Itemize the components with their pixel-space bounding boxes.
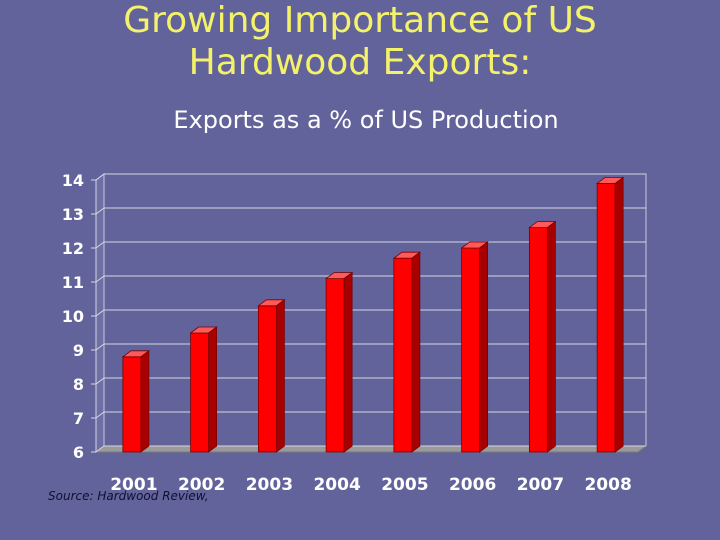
x-tick-label: 2006 — [449, 475, 496, 495]
x-tick-label: 2003 — [246, 475, 293, 495]
bar-side — [275, 298, 285, 453]
plot-area — [94, 173, 648, 453]
x-tick-label: 2008 — [584, 475, 631, 495]
gridline — [95, 241, 646, 249]
y-tick-label: 14 — [62, 171, 84, 190]
title-line-1: Growing Importance of US — [123, 0, 597, 41]
x-axis-ticks: 2001 2002 2003 2004 2005 2006 2007 2008 — [110, 475, 632, 495]
x-tick-label: 2002 — [178, 475, 225, 495]
bar-side — [546, 220, 556, 453]
y-tick-label: 10 — [62, 307, 84, 326]
bar-side — [343, 271, 353, 453]
bar — [460, 241, 489, 453]
bar-front — [393, 257, 413, 453]
bar-front — [122, 356, 142, 453]
source-note: Source: Hardwood Review, — [48, 489, 209, 503]
bar-side — [411, 251, 421, 453]
gridline — [95, 173, 646, 181]
bar — [121, 349, 151, 453]
y-tick-label: 8 — [73, 375, 84, 394]
y-tick-label: 9 — [73, 341, 84, 360]
bar-front — [461, 247, 481, 453]
bar-front — [257, 305, 277, 453]
x-tick-label: 2007 — [517, 475, 564, 495]
bar — [189, 326, 218, 453]
bar-side — [614, 176, 624, 453]
y-tick-label: 12 — [62, 239, 84, 258]
bars — [121, 176, 625, 453]
bar — [392, 251, 422, 453]
chart-subtitle: Exports as a % of US Production — [173, 106, 559, 134]
bar — [528, 220, 557, 453]
y-tick-label: 6 — [73, 443, 84, 462]
y-tick-label: 13 — [62, 205, 84, 224]
y-axis-ticks: 6 7 8 9 10 11 12 13 14 — [62, 171, 84, 462]
plot-floor — [94, 445, 648, 453]
bar — [595, 176, 625, 453]
title-line-2: Hardwood Exports: — [188, 42, 532, 83]
bar-side — [140, 349, 150, 453]
gridline — [95, 207, 646, 215]
y-tick-label: 7 — [73, 409, 84, 428]
y-tick-label: 11 — [62, 273, 84, 292]
bar-front — [190, 332, 210, 453]
x-tick-label: 2004 — [313, 475, 360, 495]
slide-title: Growing Importance of US Hardwood Export… — [0, 0, 720, 84]
bar — [257, 298, 286, 453]
bar — [324, 271, 354, 453]
bar-front — [325, 278, 345, 453]
x-tick-label: 2005 — [381, 475, 428, 495]
bar-side — [208, 326, 218, 453]
bar-side — [479, 241, 489, 453]
bar-front — [528, 227, 548, 453]
x-tick-label: 2001 — [110, 475, 157, 495]
bar-front — [596, 182, 616, 453]
